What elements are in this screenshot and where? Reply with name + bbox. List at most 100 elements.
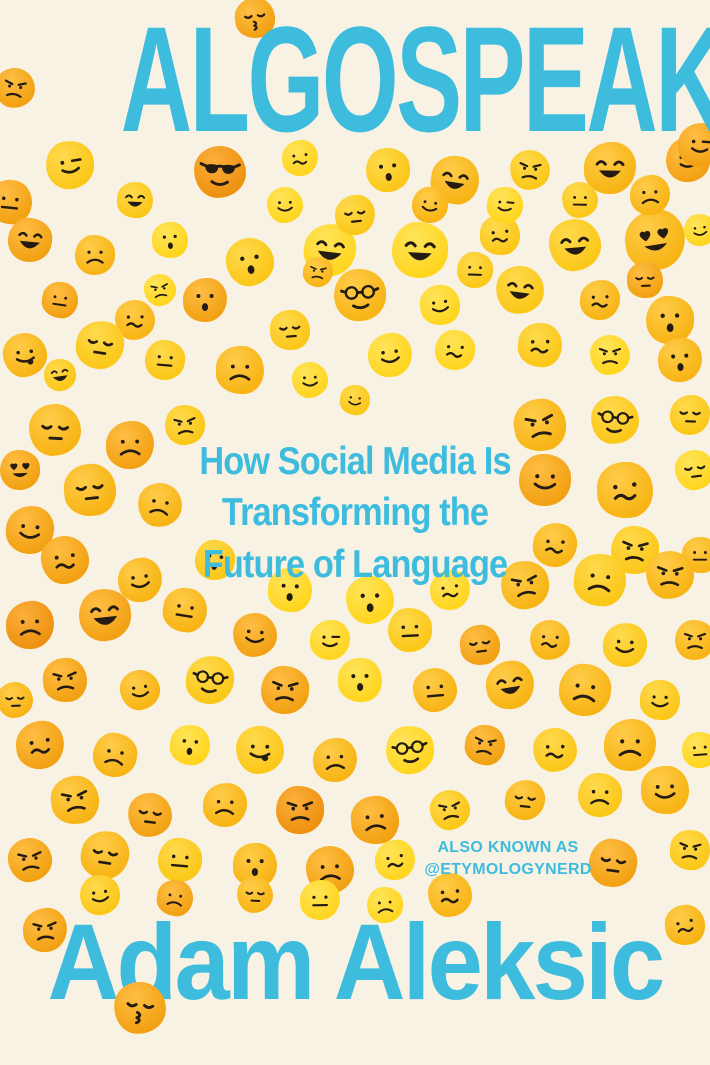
emoji-face [150, 220, 190, 260]
emoji-face [411, 666, 459, 714]
emoji-face [75, 235, 115, 275]
emoji-face [348, 793, 402, 847]
emoji-face [457, 622, 503, 668]
emoji-face [518, 453, 572, 507]
emoji-face [386, 606, 434, 654]
emoji-face [503, 778, 547, 822]
emoji-face [680, 730, 710, 770]
emoji-face [497, 557, 553, 613]
emoji-face [21, 906, 69, 954]
emoji-face [390, 220, 450, 280]
emoji-face [168, 723, 212, 767]
author-handle-note: ALSO KNOWN AS @ETYMOLOGYNERD [408, 837, 608, 880]
emoji-face [222, 234, 278, 290]
emoji-face [640, 765, 690, 815]
emoji-face [231, 611, 279, 659]
emoji-face [183, 653, 237, 707]
emoji-face [365, 885, 405, 925]
emoji-face [588, 393, 642, 447]
emoji-face [0, 449, 41, 491]
emoji-face [183, 278, 227, 322]
emoji-face [672, 447, 710, 493]
emoji-face [115, 555, 165, 605]
emoji-face [482, 657, 538, 713]
emoji-face [516, 321, 564, 369]
emoji-face [620, 205, 690, 275]
emoji-face [3, 503, 57, 557]
emoji-face [493, 263, 547, 317]
emoji-face [311, 736, 359, 784]
emoji-face [141, 271, 179, 309]
emoji-face [77, 872, 123, 918]
emoji-face [626, 261, 664, 299]
emoji-face [417, 282, 463, 328]
emoji-face [41, 656, 89, 704]
emoji-face [668, 828, 710, 872]
emoji-face [383, 723, 437, 777]
emoji-face [583, 141, 637, 195]
emoji-face [275, 785, 325, 835]
emoji-face [578, 278, 622, 322]
emoji-face [332, 267, 388, 323]
emoji-face [39, 534, 91, 586]
emoji-face [427, 152, 483, 208]
emoji-face [682, 212, 710, 248]
emoji-face [5, 215, 55, 265]
emoji-face [259, 664, 311, 716]
emoji-face [154, 877, 196, 919]
emoji-face [39, 279, 81, 321]
emoji-face [337, 657, 383, 703]
emoji-face [590, 335, 630, 375]
emoji-face [232, 0, 278, 41]
subtitle-line: Transforming the [221, 491, 489, 535]
emoji-face [266, 186, 304, 224]
emoji-face [556, 661, 614, 719]
emoji-face [456, 251, 494, 289]
emoji-face [117, 667, 163, 713]
emoji-face [113, 298, 157, 342]
subtitle-line: Future of Language [202, 542, 508, 586]
emoji-face [0, 330, 50, 380]
credit-line: ALSO KNOWN AS [437, 839, 579, 856]
emoji-face [485, 185, 525, 225]
emoji-face [338, 383, 372, 417]
emoji-face [577, 772, 623, 818]
emoji-face [675, 620, 710, 660]
emoji-face [156, 836, 204, 884]
emoji-face [116, 181, 154, 219]
emoji-face [0, 177, 35, 227]
emoji-face [662, 902, 708, 948]
emoji-face [0, 65, 38, 111]
emoji-face [201, 781, 249, 829]
emoji-face [409, 184, 451, 226]
emoji-face [134, 479, 186, 531]
emoji-face [72, 317, 128, 373]
emoji-face [281, 139, 319, 177]
book-title: ALGOSPEAK [120, 0, 710, 163]
emoji-face [27, 402, 83, 458]
emoji-face [508, 148, 552, 192]
emoji-face [645, 295, 695, 345]
emoji-face [609, 524, 661, 576]
emoji-face [163, 403, 207, 447]
emoji-face [299, 879, 341, 921]
emoji-face [639, 679, 681, 721]
emoji-face [215, 345, 265, 395]
emoji-face [309, 619, 351, 661]
book-subtitle: How Social Media Is Transforming the Fut… [43, 436, 668, 590]
emoji-face [365, 330, 415, 380]
emoji-face [428, 873, 472, 917]
emoji-face [5, 600, 55, 650]
emoji-face [428, 568, 472, 612]
emoji-face [304, 844, 356, 896]
emoji-face [462, 722, 508, 768]
emoji-face [645, 550, 695, 600]
emoji-face [301, 255, 335, 289]
emoji-face [42, 137, 98, 193]
emoji-face [601, 621, 649, 669]
emoji-face [61, 461, 119, 519]
emoji-face [111, 979, 169, 1037]
emoji-face [595, 460, 655, 520]
emoji-face [13, 718, 67, 772]
